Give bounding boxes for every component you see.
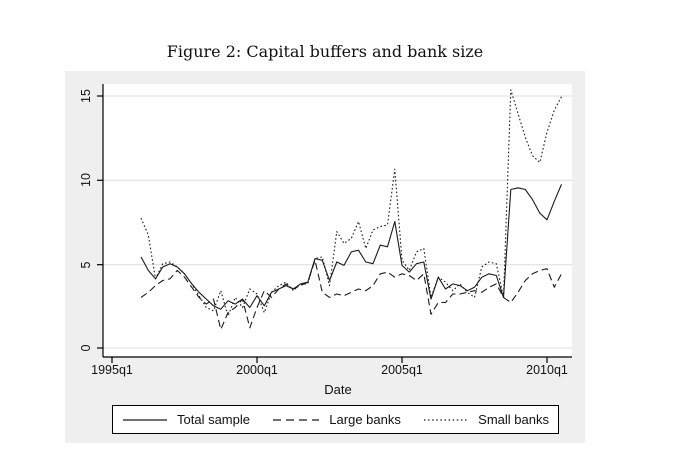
legend-item-small-banks: Small banks [423,412,549,427]
legend-sample-1 [273,418,320,421]
axis-ticks [97,95,548,363]
x-tick-label-2005q1: 2005q1 [381,363,423,377]
figure-title: Figure 2: Capital buffers and bank size [166,42,484,61]
legend-label-large-banks: Large banks [329,412,401,427]
y-tick-label-15: 15 [79,89,93,103]
legend-item-large-banks: Large banks [272,412,401,427]
legend-sample-0 [123,418,167,421]
legend-item-total-sample: Total sample [122,412,250,427]
legend-label-small-banks: Small banks [478,412,549,427]
plot-area [103,84,572,357]
x-tick-label-2000q1: 2000q1 [236,363,278,377]
axis-lines [102,84,572,358]
chart-area: 0 5 10 15 1995q1 2000q1 2005q1 2010q1 Da… [65,71,585,443]
x-tick-label-2010q1: 2010q1 [526,363,568,377]
y-tick-label-5: 5 [79,261,93,269]
chart-canvas [97,84,572,363]
x-axis-title: Date [324,382,352,397]
series-layer [140,89,563,330]
series-line-solid [140,184,563,310]
legend-sample-2 [424,418,469,421]
legend: Total sample Large banks Small banks [112,405,559,434]
gridlines [103,95,572,349]
y-tick-label-0: 0 [79,344,93,352]
x-tick-label-1995q1: 1995q1 [91,363,133,377]
y-tick-label-10: 10 [79,173,93,188]
legend-label-total-sample: Total sample [177,412,250,427]
series-line-dashed [140,259,562,330]
